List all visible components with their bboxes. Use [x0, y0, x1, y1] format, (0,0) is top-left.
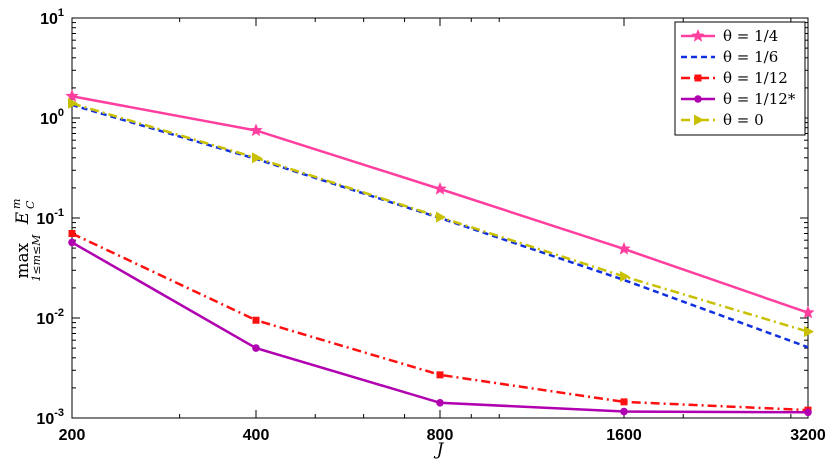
x-axis-label: J: [434, 440, 445, 460]
series-layer: [65, 89, 815, 417]
legend-marker: [694, 114, 704, 126]
y-axis-label-sup: m: [10, 199, 23, 209]
series-0: [65, 89, 815, 319]
series-2: [68, 229, 812, 414]
svg-text:max E: max E: [13, 211, 33, 278]
data-point: [436, 398, 444, 407]
legend-marker: [691, 28, 705, 42]
data-point: [249, 123, 263, 137]
series-line: [71, 103, 809, 349]
y-tick-label: 10-2: [36, 307, 64, 328]
data-point: [68, 238, 76, 247]
series-line: [71, 241, 809, 414]
legend: θ = 1/4 θ = 1/6 θ = 1/12 θ = 1/12* θ = 0: [674, 21, 806, 136]
data-point: [804, 408, 812, 417]
x-tick-labels: 200 400 800 1600 3200: [59, 427, 826, 444]
x-tick-label: 3200: [790, 427, 826, 444]
legend-label: θ = 1/12: [723, 69, 788, 87]
legend-label: θ = 1/12*: [723, 90, 796, 108]
legend-label: θ = 0: [723, 111, 764, 129]
series-1: [71, 103, 809, 349]
data-point: [617, 241, 631, 255]
legend-label: θ = 1/4: [723, 27, 778, 45]
data-point: [801, 305, 815, 319]
y-axis-label-max: max: [13, 242, 33, 278]
data-point: [252, 152, 262, 164]
data-point: [433, 181, 447, 195]
data-point: [252, 344, 260, 352]
data-point: [252, 316, 260, 324]
data-point: [436, 211, 446, 223]
data-point: [65, 89, 79, 103]
y-tick-label: 10-3: [36, 407, 64, 428]
data-point: [620, 407, 628, 416]
y-tick-label: 100: [40, 107, 64, 128]
y-axis-label-range: 1≤m≤M: [30, 234, 43, 282]
data-point: [620, 271, 630, 283]
legend-label: θ = 1/6: [723, 48, 778, 66]
y-axis-label-sub: C: [24, 200, 37, 209]
axis-ticks: [71, 17, 809, 419]
x-tick-label: 800: [427, 427, 454, 444]
y-axis-label: max E 1≤m≤M m C: [10, 199, 43, 282]
y-tick-labels: 10-3 10-2 10-1 100 101: [36, 7, 64, 428]
data-point: [620, 398, 628, 406]
legend-marker: [694, 74, 702, 82]
x-tick-label: 1600: [606, 427, 642, 444]
series-3: [68, 238, 812, 417]
x-tick-label: 200: [59, 427, 86, 444]
y-axis-label-var: E: [13, 211, 33, 225]
data-point: [436, 371, 444, 379]
legend-marker: [694, 95, 702, 103]
x-tick-label: 400: [243, 427, 270, 444]
y-tick-label: 10-1: [36, 207, 64, 228]
data-point: [68, 97, 78, 109]
data-point: [68, 229, 76, 237]
data-point: [804, 326, 814, 338]
series-line: [71, 232, 809, 412]
y-tick-label: 101: [40, 7, 64, 28]
series-4: [68, 97, 814, 338]
